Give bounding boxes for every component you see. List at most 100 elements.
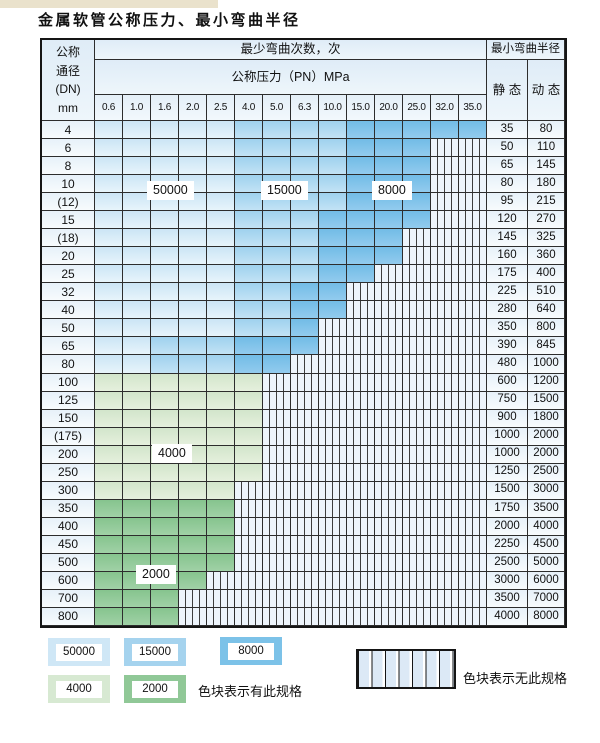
- spec-cell-2000: [123, 499, 151, 518]
- spec-cell-50000: [95, 139, 123, 158]
- dynamic-value-cell: 3000: [528, 481, 565, 500]
- no-spec-cell: [459, 607, 487, 626]
- no-spec-cell: [347, 535, 375, 554]
- spec-cell-15000: [235, 121, 263, 140]
- no-spec-cell: [431, 463, 459, 482]
- no-spec-cell: [431, 391, 459, 410]
- spec-cell-15000: [319, 157, 347, 176]
- no-spec-cell: [459, 517, 487, 536]
- scan-edge-strip: [0, 0, 218, 8]
- no-spec-cell: [431, 589, 459, 608]
- no-spec-cell: [431, 337, 459, 356]
- no-spec-cell: [431, 355, 459, 374]
- no-spec-cell: [459, 463, 487, 482]
- no-spec-cell: [319, 391, 347, 410]
- static-value-cell: 480: [487, 355, 528, 374]
- spec-cell-15000: [319, 139, 347, 158]
- spec-cell-50000: [95, 229, 123, 248]
- spec-cell-15000: [207, 355, 235, 374]
- legend-swatch-2000: 2000: [124, 675, 186, 703]
- spec-cell-4000: [95, 481, 123, 500]
- spec-cell-50000: [207, 139, 235, 158]
- pressure-tick: 10.0: [319, 95, 347, 121]
- has-spec-note: 色块表示有此规格: [198, 684, 303, 699]
- no-spec-cell: [207, 589, 235, 608]
- spec-cell-4000: [207, 409, 235, 428]
- spec-cell-8000: [431, 121, 459, 140]
- spec-cell-8000: [375, 121, 403, 140]
- spec-cell-50000: [123, 193, 151, 212]
- dn-cell: 250: [42, 463, 95, 482]
- no-spec-cell: [403, 427, 431, 446]
- no-spec-cell: [431, 139, 459, 158]
- no-spec-cell: [179, 589, 207, 608]
- no-spec-cell: [459, 139, 487, 158]
- spec-cell-50000: [95, 157, 123, 176]
- spec-cell-50000: [95, 301, 123, 320]
- static-value-cell: 4000: [487, 607, 528, 626]
- no-spec-cell: [207, 571, 235, 590]
- no-spec-cell: [459, 571, 487, 590]
- spec-cell-15000: [263, 283, 291, 302]
- spec-cell-8000: [403, 157, 431, 176]
- dn-cell: 150: [42, 409, 95, 428]
- spec-cell-50000: [179, 211, 207, 230]
- no-spec-cell: [459, 499, 487, 518]
- no-spec-cell: [375, 265, 403, 284]
- no-spec-cell: [459, 553, 487, 572]
- no-spec-cell: [375, 607, 403, 626]
- dn-cell: 8: [42, 157, 95, 176]
- no-spec-cell: [431, 157, 459, 176]
- no-spec-cell: [431, 517, 459, 536]
- no-spec-cell: [347, 337, 375, 356]
- dynamic-value-cell: 80: [528, 121, 565, 140]
- static-value-cell: 160: [487, 247, 528, 266]
- static-value-cell: 350: [487, 319, 528, 338]
- spec-cell-2000: [207, 535, 235, 554]
- spec-cell-8000: [347, 139, 375, 158]
- spec-cell-2000: [123, 589, 151, 608]
- dynamic-value-cell: 640: [528, 301, 565, 320]
- spec-cell-8000: [375, 247, 403, 266]
- no-spec-cell: [235, 535, 263, 554]
- no-spec-cell: [375, 535, 403, 554]
- no-spec-cell: [431, 481, 459, 500]
- no-spec-cell: [403, 517, 431, 536]
- no-spec-cell: [319, 409, 347, 428]
- spec-cell-8000: [347, 247, 375, 266]
- spec-cell-8000: [347, 121, 375, 140]
- legend-value: 15000: [132, 643, 178, 661]
- no-spec-cell: [403, 607, 431, 626]
- spec-cell-2000: [95, 535, 123, 554]
- spec-cell-2000: [207, 553, 235, 572]
- no-spec-cell: [403, 553, 431, 572]
- spec-cell-2000: [207, 517, 235, 536]
- spec-cell-4000: [207, 445, 235, 464]
- pressure-tick: 25.0: [403, 95, 431, 121]
- spec-cell-15000: [179, 337, 207, 356]
- spec-cell-2000: [179, 553, 207, 572]
- dynamic-value-cell: 1500: [528, 391, 565, 410]
- spec-cell-50000: [123, 157, 151, 176]
- no-spec-cell: [347, 283, 375, 302]
- no-spec-cell: [459, 283, 487, 302]
- spec-cell-50000: [179, 121, 207, 140]
- no-spec-cell: [291, 589, 319, 608]
- legend-swatch-50000: 50000: [48, 638, 110, 666]
- spec-cell-50000: [123, 355, 151, 374]
- no-spec-cell: [319, 319, 347, 338]
- spec-cell-4000: [235, 373, 263, 392]
- no-spec-cell: [291, 427, 319, 446]
- no-spec-cell: [375, 517, 403, 536]
- spec-cell-4000: [123, 481, 151, 500]
- spec-cell-4000: [235, 463, 263, 482]
- no-spec-cell: [319, 589, 347, 608]
- spec-cell-50000: [179, 301, 207, 320]
- spec-cell-50000: [207, 301, 235, 320]
- no-spec-cell: [403, 571, 431, 590]
- spec-cell-50000: [151, 211, 179, 230]
- spec-cell-2000: [123, 607, 151, 626]
- spec-cell-15000: [291, 229, 319, 248]
- spec-cell-4000: [123, 427, 151, 446]
- dynamic-value-cell: 2500: [528, 463, 565, 482]
